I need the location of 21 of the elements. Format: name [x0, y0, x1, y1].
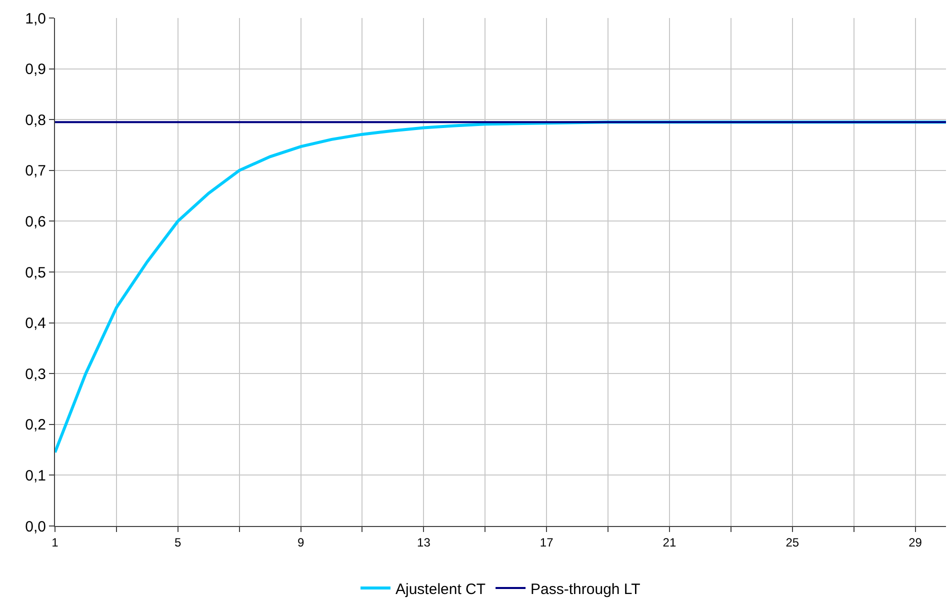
x-tick-label: 29	[908, 535, 922, 550]
y-tick-label: 0,7	[25, 162, 46, 180]
y-tick-label: 0,1	[25, 467, 46, 484]
x-tick-label: 13	[417, 535, 431, 550]
y-tick-label: 0,2	[25, 416, 46, 434]
legend-label: Pass-through LT	[530, 580, 640, 598]
y-tick-label: 0,6	[25, 213, 46, 230]
y-tick-label: 1,0	[25, 10, 46, 28]
x-tick-label: 17	[540, 535, 554, 550]
y-tick-label: 0,0	[25, 518, 46, 536]
x-tick-label: 1	[52, 535, 59, 550]
y-tick-label: 0,8	[25, 112, 46, 129]
y-tick-label: 0,3	[25, 366, 46, 383]
x-tick-label: 9	[297, 535, 304, 550]
x-tick-label: 21	[662, 535, 676, 550]
y-tick-label: 0,4	[25, 315, 46, 332]
x-tick-label: 25	[786, 535, 800, 550]
y-tick-label: 0,9	[25, 61, 46, 78]
x-tick-label: 5	[174, 535, 182, 550]
legend-label: Ajustelent CT	[396, 580, 486, 598]
y-tick-label: 0,5	[25, 264, 46, 282]
